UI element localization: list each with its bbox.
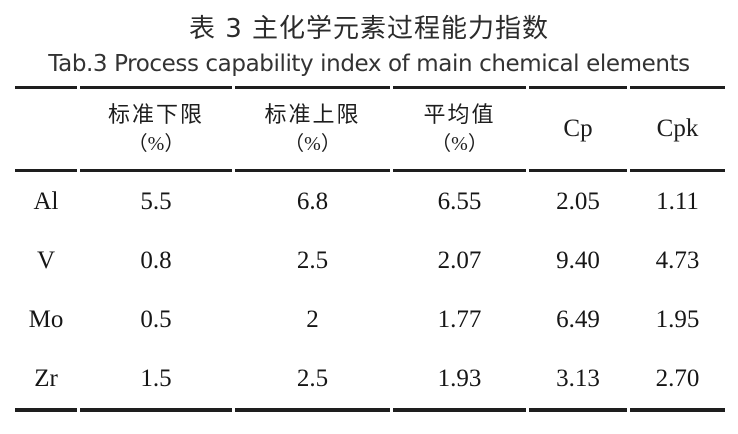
- header-row: 标准下限 （%） 标准上限 （%） 平均值 （%） Cp Cpk: [15, 86, 725, 172]
- header-cp-label: Cp: [563, 115, 593, 142]
- header-element-column: [15, 86, 77, 172]
- process-capability-table: 标准下限 （%） 标准上限 （%） 平均值 （%） Cp Cpk: [12, 86, 728, 412]
- header-upper-limit: 标准上限 （%）: [235, 86, 390, 172]
- value-cell-mean: 6.55: [437, 187, 482, 215]
- value-cell-cpk: 2.70: [630, 349, 725, 412]
- element-cell: Al: [33, 187, 59, 215]
- header-mean-unit: （%）: [431, 132, 488, 155]
- value-cell-mean: 1.77: [437, 305, 482, 333]
- value-cell-upper-limit: 6.8: [296, 187, 329, 215]
- table-caption-en: Tab.3 Process capability index of main c…: [48, 51, 690, 77]
- value-cell-cpk: 4.73: [655, 246, 700, 274]
- header-lower-limit-label: 标准下限: [107, 101, 204, 127]
- value-cell-lower-limit: 0.8: [140, 246, 172, 274]
- header-lower-limit-unit: （%）: [127, 132, 185, 155]
- value-cell-cpk: 1.11: [656, 187, 699, 215]
- header-cpk: Cpk: [630, 86, 725, 172]
- element-cell: Mo: [28, 305, 64, 333]
- value-cell-cp: 2.05: [556, 187, 600, 215]
- header-upper-limit-unit: （%）: [284, 132, 341, 155]
- header-cpk-label: Cpk: [656, 115, 699, 142]
- element-cell: V: [36, 246, 56, 274]
- table-caption-zh: 表 3 主化学元素过程能力指数: [188, 14, 550, 44]
- value-cell-lower-limit: 1.5: [80, 349, 232, 412]
- value-cell-upper-limit: 2.5: [235, 349, 390, 412]
- value-cell-cp: 6.49: [556, 305, 600, 333]
- header-mean-label: 平均值: [423, 101, 496, 127]
- header-cp: Cp: [529, 86, 627, 172]
- header-mean: 平均值 （%）: [393, 86, 526, 172]
- value-cell-mean: 2.07: [437, 246, 482, 274]
- value-cell-upper-limit: 2: [306, 305, 319, 333]
- element-cell: Zr: [15, 349, 77, 412]
- table-row-v: V 0.8 2.5 2.07 9.40 4.73: [15, 231, 725, 290]
- value-cell-cp: 9.40: [556, 246, 600, 274]
- table-row-zr: Zr 1.5 2.5 1.93 3.13 2.70: [15, 349, 725, 412]
- value-cell-cp: 3.13: [529, 349, 627, 412]
- value-cell-cpk: 1.95: [655, 305, 700, 333]
- header-lower-limit: 标准下限 （%）: [80, 86, 232, 172]
- value-cell-lower-limit: 0.5: [140, 305, 172, 333]
- table-row-mo: Mo 0.5 2 1.77 6.49 1.95: [15, 290, 725, 349]
- value-cell-mean: 1.93: [393, 349, 526, 412]
- value-cell-lower-limit: 5.5: [140, 187, 172, 215]
- value-cell-upper-limit: 2.5: [296, 246, 329, 274]
- header-upper-limit-label: 标准上限: [264, 101, 361, 127]
- table-row-al: Al 5.5 6.8 6.55 2.05 1.11: [15, 172, 725, 231]
